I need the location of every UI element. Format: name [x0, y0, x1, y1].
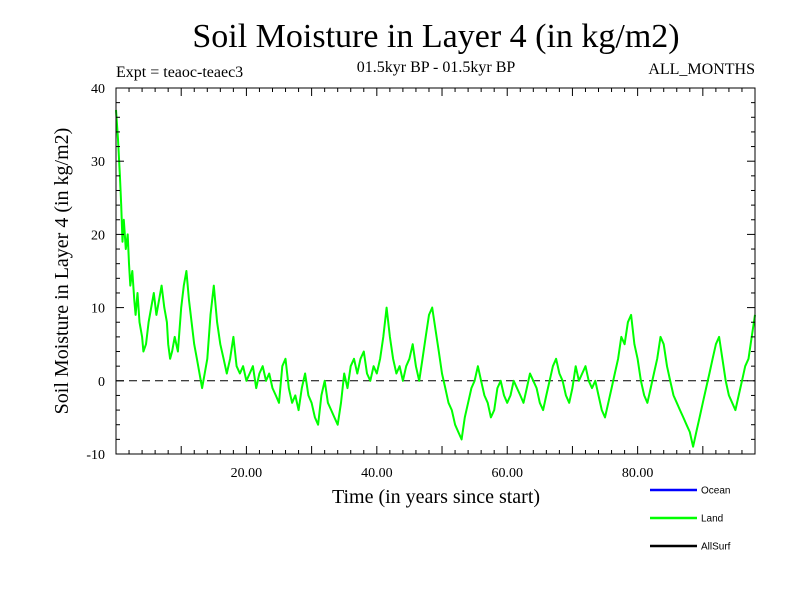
x-tick-label: 80.00 [622, 466, 654, 481]
legend-label-ocean: Ocean [701, 486, 730, 497]
legend-label-land: Land [701, 514, 723, 525]
legend: Ocean Land AllSurf [650, 486, 731, 553]
chart-title: Soil Moisture in Layer 4 (in kg/m2) [192, 18, 679, 55]
y-tick-label: 40 [91, 82, 105, 97]
chart-subtitle-left: Expt = teaoc-teaec3 [116, 64, 243, 81]
y-tick-label: -10 [86, 448, 105, 463]
y-tick-label: 30 [91, 155, 105, 170]
x-tick-label: 60.00 [491, 466, 523, 481]
y-tick-label: 10 [91, 302, 105, 317]
x-tick-label: 40.00 [361, 466, 393, 481]
chart-subtitle-right: ALL_MONTHS [648, 61, 755, 78]
axis-ticks [115, 87, 756, 455]
series-line-land [115, 109, 756, 448]
axis-tick-labels: -10 0 10 20 30 40 20.00 40.00 60.00 80.00 [86, 82, 653, 481]
plot-data-layer [115, 109, 756, 448]
x-axis-label: Time (in years since start) [332, 486, 540, 508]
x-tick-label: 20.00 [231, 466, 263, 481]
plot-frame [115, 87, 756, 455]
chart-subtitle-center: 01.5kyr BP - 01.5kyr BP [357, 59, 516, 76]
y-axis-label: Soil Moisture in Layer 4 (in kg/m2) [51, 128, 73, 415]
y-tick-label: 20 [91, 228, 105, 243]
y-tick-label: 0 [98, 375, 105, 390]
legend-label-allsurf: AllSurf [701, 542, 731, 553]
